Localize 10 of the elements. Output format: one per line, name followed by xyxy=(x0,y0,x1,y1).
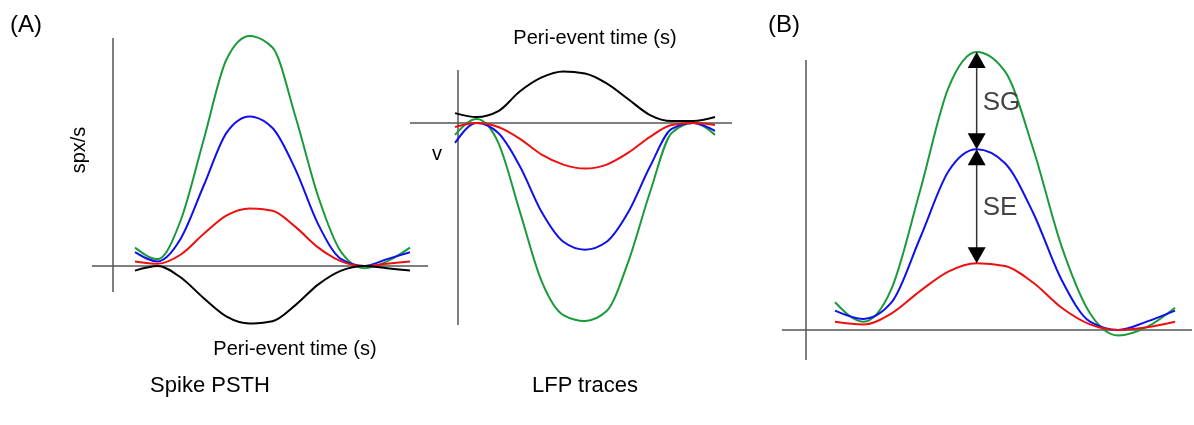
y-axis-title: spx/s xyxy=(67,126,89,174)
annotation: SG xyxy=(982,85,1021,116)
y-axis-title: v xyxy=(432,142,442,164)
text: Spike PSTH xyxy=(150,372,270,397)
text: (A) xyxy=(10,10,42,37)
text: (B) xyxy=(768,10,800,37)
annotation: SE xyxy=(982,191,1018,222)
x-axis-title: Peri-event time (s) xyxy=(513,26,677,48)
text: LFP traces xyxy=(532,372,638,397)
x-axis-title: Peri-event time (s) xyxy=(213,337,377,359)
